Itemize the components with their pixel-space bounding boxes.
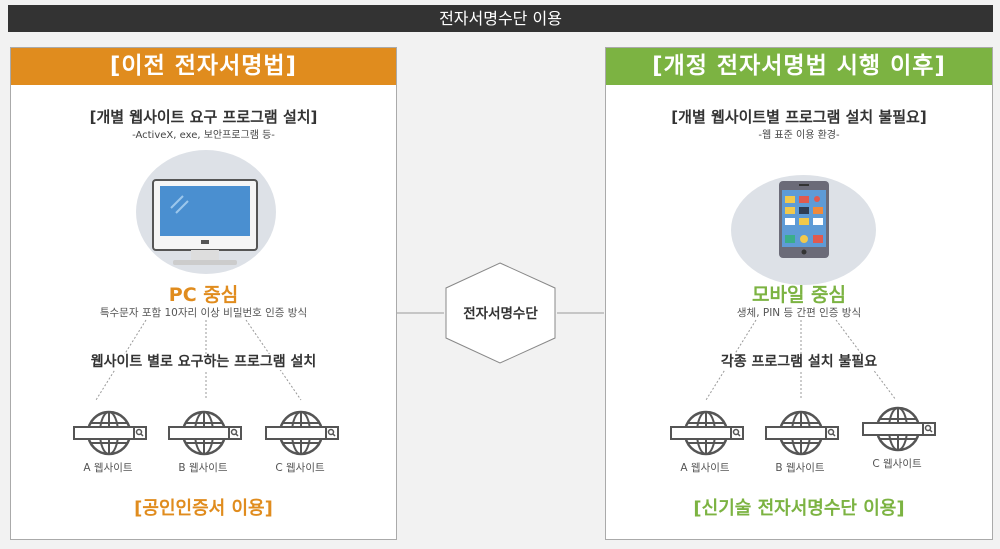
smartphone-icon [779,181,829,258]
center-hexagon [445,262,556,364]
center-label: 전자서명수단 [463,306,538,322]
right-heading: [개별 웹사이트별 프로그램 설치 불필요] [671,108,927,126]
globe-search-icon [669,410,745,456]
left-panel: [이전 전자서명법] [개별 웹사이트 요구 프로그램 설치] -ActiveX… [10,47,397,540]
globe-search-icon [861,406,937,452]
right-focus: 모바일 중심 [751,284,846,306]
left-focus: PC 중심 [168,284,239,306]
globe-search-icon [764,410,840,456]
left-panel-header: [이전 전자서명법] [11,48,396,85]
left-heading: [개별 웹사이트 요구 프로그램 설치] [89,108,318,126]
globe-search-icon [264,410,340,456]
globe-search-icon [72,410,148,456]
left-middle-label: 웹사이트 별로 요구하는 프로그램 설치 [86,354,321,370]
title-bar: 전자서명수단 이용 [8,5,993,32]
site-a-label: A 웹사이트 [83,462,133,474]
right-middle-text: 각종 프로그램 설치 불필요 [606,351,992,371]
left-bottom: [공인인증서 이용] [134,498,273,519]
right-subheading: -웹 표준 이용 환경- [758,130,840,141]
left-subheading: -ActiveX, exe, 보안프로그램 등- [132,130,275,141]
site-c-label: C 웹사이트 [872,458,922,470]
right-panel-header: [개정 전자서명법 시행 이후] [606,48,992,85]
right-bottom: [신기술 전자서명수단 이용] [693,498,905,519]
site-c-label: C 웹사이트 [275,462,325,474]
desktop-monitor-icon [152,179,258,265]
right-description: 생체, PIN 등 간편 인증 방식 [736,307,862,319]
left-description: 특수문자 포함 10자리 이상 비밀번호 인증 방식 [99,307,308,319]
left-middle-text: 웹사이트 별로 요구하는 프로그램 설치 [11,351,396,371]
site-b-label: B 웹사이트 [775,462,825,474]
site-a-label: A 웹사이트 [680,462,730,474]
globe-search-icon [167,410,243,456]
right-panel: [개정 전자서명법 시행 이후] [개별 웹사이트별 프로그램 설치 불필요] … [605,47,993,540]
right-middle-label: 각종 프로그램 설치 불필요 [716,354,882,370]
site-b-label: B 웹사이트 [178,462,228,474]
